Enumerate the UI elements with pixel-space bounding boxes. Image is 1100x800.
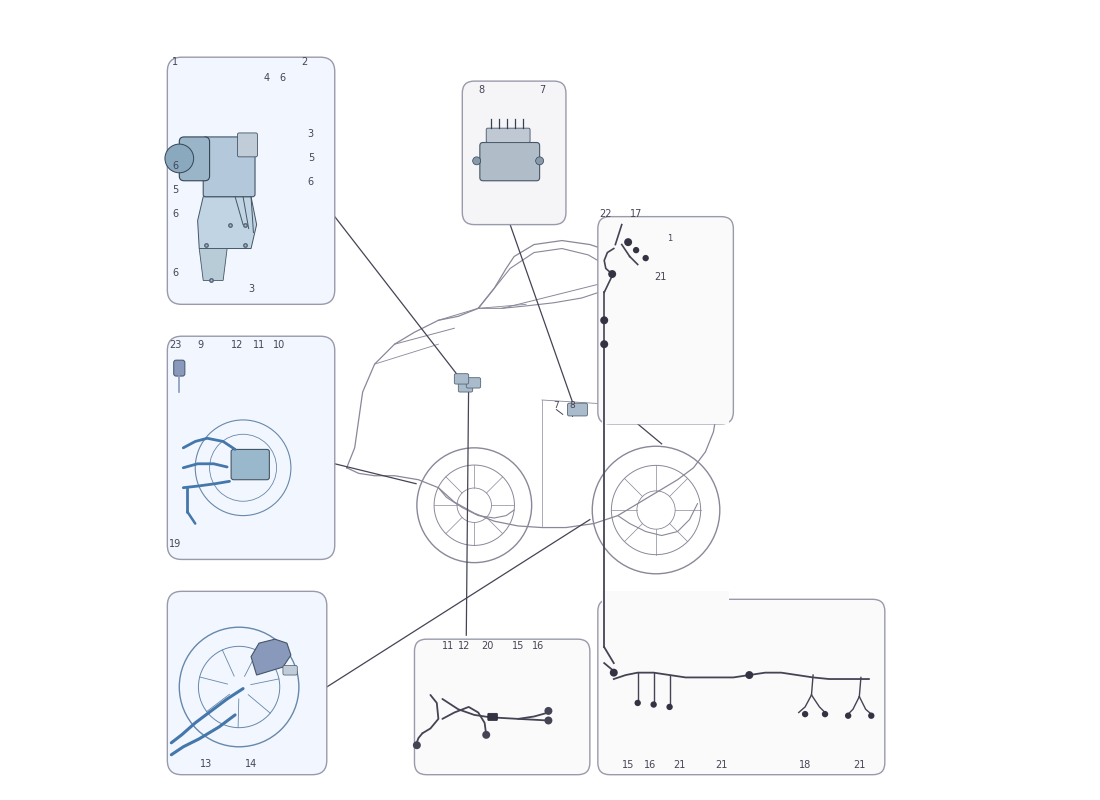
Text: 19: 19 [169, 539, 182, 550]
FancyBboxPatch shape [167, 336, 334, 559]
Circle shape [868, 713, 875, 719]
Text: 6: 6 [173, 161, 178, 171]
Text: 21: 21 [673, 760, 685, 770]
Circle shape [609, 669, 618, 677]
Text: 21: 21 [653, 273, 667, 282]
Circle shape [473, 157, 481, 165]
Text: 7: 7 [539, 85, 546, 95]
FancyBboxPatch shape [487, 714, 497, 721]
Circle shape [635, 700, 641, 706]
Text: 21: 21 [715, 760, 727, 770]
Text: 8: 8 [478, 85, 484, 95]
Text: 16: 16 [532, 641, 544, 650]
FancyBboxPatch shape [174, 360, 185, 376]
Circle shape [624, 238, 632, 246]
FancyBboxPatch shape [486, 128, 530, 142]
FancyBboxPatch shape [480, 142, 540, 181]
Text: 23: 23 [169, 340, 182, 350]
Text: 6: 6 [173, 269, 178, 278]
Text: 1: 1 [667, 234, 672, 242]
Polygon shape [251, 639, 290, 675]
Text: 22: 22 [600, 209, 612, 218]
Text: F: F [606, 346, 614, 358]
Text: 3: 3 [308, 129, 314, 139]
Circle shape [802, 711, 808, 718]
Text: 1: 1 [173, 57, 178, 67]
Text: 16: 16 [644, 760, 656, 770]
Circle shape [601, 340, 608, 348]
Text: 6: 6 [173, 209, 178, 218]
FancyBboxPatch shape [231, 450, 270, 480]
Text: 11: 11 [442, 641, 454, 650]
Text: 12: 12 [458, 641, 470, 650]
Text: 18: 18 [799, 760, 811, 770]
Circle shape [412, 742, 421, 749]
FancyBboxPatch shape [167, 57, 334, 304]
Text: 13: 13 [199, 758, 211, 769]
FancyBboxPatch shape [283, 666, 297, 675]
Circle shape [746, 671, 754, 679]
FancyBboxPatch shape [597, 599, 884, 774]
Circle shape [667, 704, 673, 710]
Text: 12: 12 [231, 340, 244, 350]
Text: 2: 2 [301, 57, 308, 67]
Circle shape [536, 157, 543, 165]
FancyBboxPatch shape [466, 378, 481, 388]
Text: 17: 17 [630, 209, 642, 218]
Text: 20: 20 [482, 641, 494, 650]
FancyBboxPatch shape [238, 133, 257, 157]
FancyBboxPatch shape [597, 217, 734, 424]
Text: 21: 21 [854, 760, 866, 770]
Circle shape [845, 713, 851, 719]
Circle shape [608, 270, 616, 278]
Text: 6: 6 [308, 177, 314, 186]
Text: 3: 3 [248, 284, 254, 294]
Circle shape [165, 144, 194, 173]
Text: 6: 6 [279, 73, 286, 83]
FancyBboxPatch shape [179, 137, 210, 181]
Text: 11: 11 [253, 340, 265, 350]
Circle shape [822, 711, 828, 718]
Circle shape [482, 731, 491, 739]
FancyBboxPatch shape [459, 382, 473, 392]
Circle shape [642, 255, 649, 262]
Text: 15: 15 [621, 760, 635, 770]
Circle shape [601, 316, 608, 324]
Circle shape [544, 717, 552, 725]
Polygon shape [199, 249, 227, 281]
FancyBboxPatch shape [602, 412, 729, 424]
FancyBboxPatch shape [415, 639, 590, 774]
Text: 14: 14 [245, 758, 257, 769]
Text: 5: 5 [308, 153, 314, 163]
FancyBboxPatch shape [602, 591, 729, 607]
Text: 5: 5 [173, 185, 178, 194]
FancyBboxPatch shape [568, 403, 587, 416]
Text: 9: 9 [198, 340, 204, 350]
Text: 10: 10 [273, 340, 285, 350]
Circle shape [650, 702, 657, 708]
FancyBboxPatch shape [462, 81, 565, 225]
Text: 8: 8 [570, 401, 575, 410]
Text: 15: 15 [512, 641, 525, 650]
Polygon shape [198, 197, 256, 249]
Circle shape [632, 247, 639, 254]
FancyBboxPatch shape [167, 591, 327, 774]
Text: 4: 4 [264, 73, 270, 83]
FancyBboxPatch shape [454, 374, 469, 384]
Circle shape [544, 707, 552, 715]
Text: 7: 7 [553, 401, 559, 410]
FancyBboxPatch shape [204, 137, 255, 197]
